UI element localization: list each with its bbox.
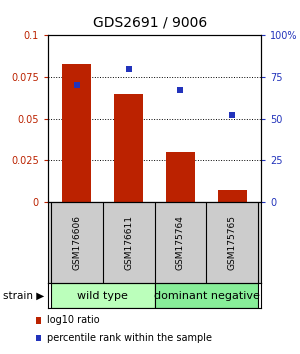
Bar [51, 283, 154, 308]
Bar [166, 152, 195, 202]
Bar [62, 64, 91, 202]
Point [126, 66, 131, 72]
Point [230, 113, 235, 118]
Text: GDS2691 / 9006: GDS2691 / 9006 [93, 16, 207, 30]
Text: GSM175764: GSM175764 [176, 215, 185, 270]
Text: GSM176606: GSM176606 [72, 215, 81, 270]
Bar [218, 190, 247, 202]
Text: wild type: wild type [77, 291, 128, 301]
Point [74, 82, 79, 88]
Text: log10 ratio: log10 ratio [47, 315, 100, 325]
Text: GSM176611: GSM176611 [124, 215, 133, 270]
Text: GSM175765: GSM175765 [228, 215, 237, 270]
Bar [114, 94, 143, 202]
Text: dominant negative: dominant negative [154, 291, 260, 301]
Text: strain ▶: strain ▶ [3, 291, 44, 301]
Point [178, 87, 183, 93]
Bar [154, 283, 258, 308]
Text: percentile rank within the sample: percentile rank within the sample [47, 333, 212, 343]
